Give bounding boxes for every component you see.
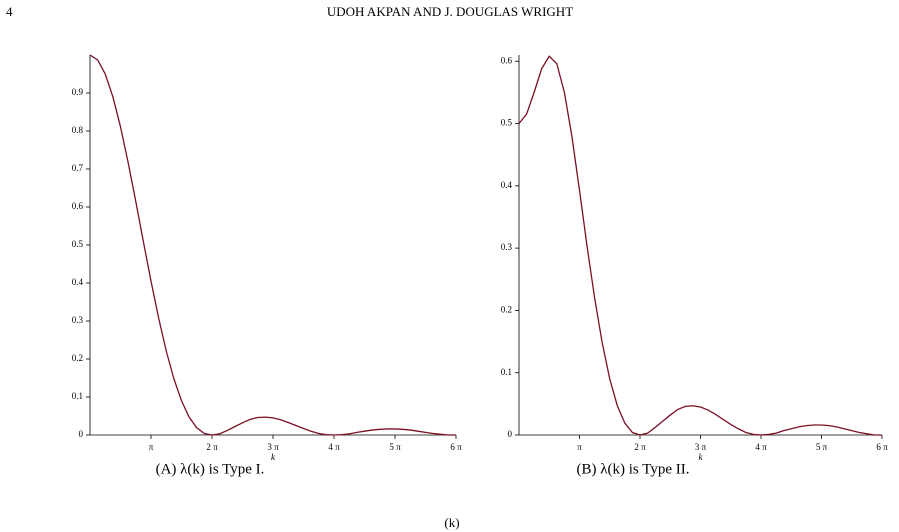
x-tick-label: 2 π — [634, 442, 646, 452]
x-tick-label: 6 π — [450, 442, 462, 452]
footer-fragment: (k) — [444, 515, 459, 530]
x-axis-label: k — [271, 452, 276, 462]
y-tick-label: 0.9 — [72, 87, 84, 97]
y-tick-label: 0.6 — [72, 201, 84, 211]
y-tick-label: 0.8 — [72, 125, 84, 135]
x-tick-label: 3 π — [695, 442, 707, 452]
y-tick-label: 0.5 — [501, 118, 513, 128]
caption: (B) λ(k) is Type II. — [576, 461, 689, 477]
x-tick-label: 4 π — [755, 442, 767, 452]
y-tick-label: 0.7 — [72, 163, 84, 173]
curve — [518, 55, 882, 436]
x-axis-label: k — [699, 452, 704, 462]
x-tick-label: 5 π — [389, 442, 401, 452]
x-tick-label: π — [149, 442, 154, 452]
y-tick-label: 0.4 — [501, 180, 513, 190]
caption: (A) λ(k) is Type I. — [156, 461, 265, 477]
y-tick-label: 0.1 — [72, 391, 83, 401]
x-tick-label: 2 π — [206, 442, 218, 452]
y-tick-label: 0 — [79, 429, 84, 439]
y-tick-label: 0.1 — [501, 367, 512, 377]
y-tick-label: 0.6 — [501, 55, 513, 65]
y-tick-label: 0.5 — [72, 239, 84, 249]
y-tick-label: 0.4 — [72, 277, 84, 287]
y-tick-label: 0.2 — [501, 304, 512, 314]
x-tick-label: 3 π — [267, 442, 279, 452]
page-number: 4 — [6, 4, 13, 19]
curve — [89, 54, 456, 436]
y-tick-label: 0.3 — [501, 242, 513, 252]
y-tick-label: 0 — [508, 429, 513, 439]
y-tick-label: 0.3 — [72, 315, 84, 325]
x-tick-label: 6 π — [876, 442, 888, 452]
x-tick-label: π — [577, 442, 582, 452]
running-title: UDOH AKPAN AND J. DOUGLAS WRIGHT — [327, 4, 573, 19]
x-tick-label: 5 π — [816, 442, 828, 452]
y-tick-label: 0.2 — [72, 353, 83, 363]
x-tick-label: 4 π — [328, 442, 340, 452]
